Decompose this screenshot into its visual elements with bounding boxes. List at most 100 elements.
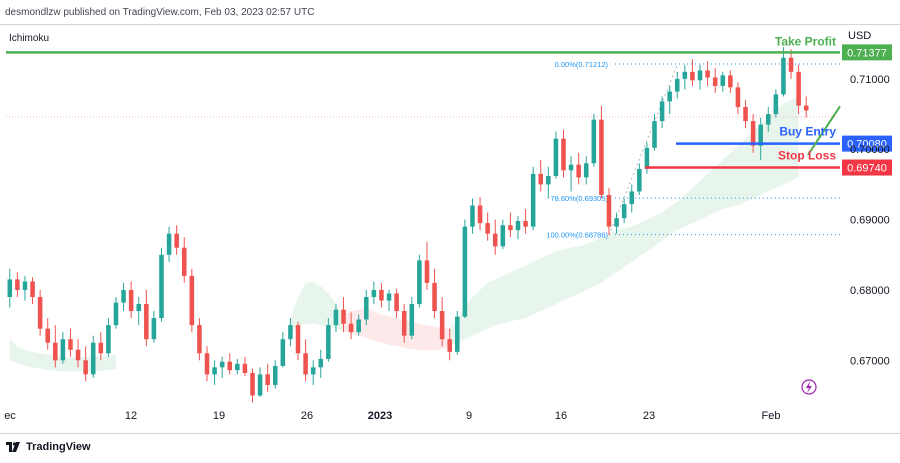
buy-entry-price-tag-bg (842, 135, 892, 152)
candle-body (53, 342, 58, 361)
candle-body (144, 304, 149, 340)
candle-body (690, 71, 695, 81)
candle-body (728, 75, 733, 88)
candle-body (576, 164, 581, 178)
candle-body (682, 71, 688, 79)
candle-body (424, 260, 430, 283)
candle-body (788, 57, 794, 72)
stop-loss-price-tag: 0.69740 (847, 163, 887, 175)
x-tick-label: 12 (125, 410, 137, 422)
candle-body (113, 302, 119, 326)
candle-body (735, 87, 741, 108)
candle-body (796, 71, 801, 106)
candle-body (621, 204, 627, 219)
candle-body (356, 319, 361, 333)
candle-body (68, 339, 73, 350)
candle-body (136, 304, 142, 312)
y-tick-label: 0.70000 (850, 144, 890, 156)
candle-body (568, 164, 574, 171)
candle-body (637, 168, 642, 192)
tradingview-logo-text: TradingView (26, 441, 91, 453)
candle-body (553, 138, 559, 176)
candle-body (538, 173, 544, 185)
candle-body (705, 70, 710, 78)
x-tick-label: 2023 (368, 410, 392, 422)
fib-level-label: 78.60%(0.69305) (550, 194, 608, 203)
candle-body (455, 316, 460, 352)
indicator-label[interactable]: Ichimoku (9, 33, 50, 44)
candle-body (500, 225, 506, 247)
candle-body (803, 105, 809, 111)
candle-body (583, 163, 589, 178)
ichimoku-cloud (9, 96, 799, 372)
candlesticks (7, 47, 809, 403)
candle-body (151, 318, 157, 340)
fibonacci-levels: 0.00%(0.71212) 78.60%(0.69305) 100.00%(0.6… (6, 60, 840, 240)
tradingview-logo[interactable]: TradingView (6, 441, 91, 453)
candle-body (773, 94, 779, 115)
candle-body (189, 275, 195, 326)
candle-body (561, 138, 566, 171)
stop-loss-price-tag-bg (842, 159, 892, 176)
candle-body (750, 121, 756, 146)
take-profit-label: Take Profit (775, 34, 836, 48)
candle-body (386, 293, 392, 301)
candle-body (227, 361, 233, 371)
candle-body (720, 75, 726, 86)
candle-body (743, 107, 748, 122)
candle-body (235, 363, 240, 371)
candle-body (462, 226, 468, 317)
candle-body (212, 367, 217, 375)
candle-body (781, 57, 786, 95)
candle-body (333, 309, 339, 326)
candle-body (257, 374, 263, 396)
candle-body (341, 309, 346, 324)
axes: 0.71000 0.70000 0.69000 0.68000 0.67000 ec 12 1… (4, 74, 890, 422)
take-profit-price-tag-bg (842, 44, 892, 61)
projection-arrow (807, 105, 841, 156)
candle-body (508, 225, 513, 231)
candle-body (606, 194, 612, 227)
candle-body (674, 78, 680, 92)
candle-body (712, 77, 718, 86)
candle-body (652, 121, 657, 148)
stop-loss-label: Stop Loss (778, 149, 836, 163)
publisher-credit: desmondlzw published on TradingView.com,… (5, 7, 315, 18)
y-tick-label: 0.68000 (850, 285, 890, 297)
x-tick-label: Feb (762, 410, 781, 422)
candle-body (106, 325, 111, 354)
candle-body (599, 119, 604, 195)
fib-level-label: 100.00%(0.68786) (546, 231, 608, 240)
candle-body (7, 279, 13, 297)
candle-body (174, 233, 179, 248)
cloud-segment (9, 339, 116, 372)
candle-body (265, 374, 270, 385)
candle-body (432, 282, 437, 312)
candle-body (30, 281, 35, 297)
tradingview-logo-icon (6, 442, 20, 452)
buy-entry-price-tag: 0.70080 (847, 139, 887, 151)
fib-trend-line (608, 64, 678, 236)
candle-body (326, 325, 331, 359)
candle-body (644, 147, 650, 169)
take-profit-price-tag: 0.71377 (847, 47, 887, 59)
candle-body (295, 325, 301, 354)
y-tick-label: 0.71000 (850, 74, 890, 86)
candle-body (667, 91, 672, 102)
candle-body (37, 296, 43, 329)
candle-body (409, 304, 415, 336)
candle-body (15, 279, 20, 290)
x-tick-label: 19 (213, 410, 225, 422)
candle-body (250, 372, 255, 396)
candle-body (523, 220, 528, 227)
candle-body (204, 353, 210, 375)
candle-body (303, 353, 308, 375)
candle-body (447, 339, 452, 352)
x-tick-label: 26 (301, 410, 313, 422)
x-tick-label: ec (4, 410, 16, 422)
price-chart[interactable]: 0.00%(0.71212) 78.60%(0.69305) 100.00%(0.6… (0, 24, 900, 434)
chart-frame (0, 24, 900, 434)
candle-body (470, 205, 475, 227)
candle-body (439, 311, 445, 340)
currency-label[interactable]: USD (848, 30, 872, 42)
